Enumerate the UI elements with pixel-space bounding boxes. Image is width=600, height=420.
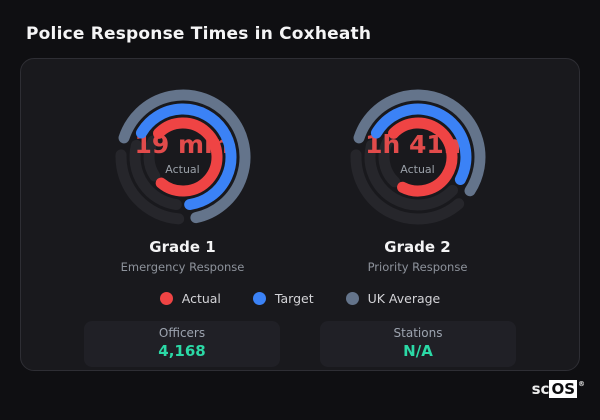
legend-item-uk-average[interactable]: UK Average bbox=[345, 291, 441, 306]
legend-swatch-actual-icon bbox=[159, 292, 173, 305]
stat-label: Stations bbox=[393, 326, 443, 340]
logo-os: OS bbox=[549, 380, 577, 398]
stat-label: Officers bbox=[158, 326, 206, 340]
gauge-chart-grade-2: 1h 41m Actual bbox=[348, 87, 488, 227]
legend-label: Target bbox=[274, 291, 314, 306]
page: Police Response Times in Coxheath 19 min… bbox=[20, 24, 580, 371]
legend-item-actual[interactable]: Actual bbox=[159, 291, 221, 306]
gauge-title: Grade 2 bbox=[384, 238, 451, 256]
legend-label: Actual bbox=[181, 291, 221, 306]
gauge-grade-2: 1h 41m Actual Grade 2 Priority Response bbox=[335, 87, 500, 274]
scos-logo: sc OS ® bbox=[532, 380, 585, 398]
legend-item-target[interactable]: Target bbox=[252, 291, 314, 306]
gauge-subtitle: Priority Response bbox=[367, 260, 468, 274]
gauge-center-label: Actual bbox=[400, 163, 435, 176]
gauge-chart-grade-1: 19 min Actual bbox=[113, 87, 253, 227]
gauge-subtitle: Emergency Response bbox=[120, 260, 245, 274]
registered-mark-icon: ® bbox=[578, 380, 585, 388]
stat-box-stations: Stations N/A bbox=[320, 321, 516, 367]
page-title: Police Response Times in Coxheath bbox=[26, 24, 372, 44]
gauge-center-label: Actual bbox=[165, 163, 200, 176]
gauge-center: 1h 41m Actual bbox=[348, 87, 488, 227]
gauges-row: 19 min Actual Grade 1 Emergency Response… bbox=[21, 59, 579, 274]
legend: Actual Target UK Average bbox=[21, 291, 579, 306]
logo-prefix: sc bbox=[531, 380, 550, 398]
stat-value: 4,168 bbox=[158, 342, 206, 360]
dashboard-card: 19 min Actual Grade 1 Emergency Response… bbox=[20, 58, 580, 371]
gauge-title: Grade 1 bbox=[149, 238, 216, 256]
legend-swatch-target-icon bbox=[252, 292, 266, 305]
stat-value: N/A bbox=[403, 342, 433, 360]
legend-swatch-uk-average-icon bbox=[345, 292, 359, 305]
stats-row: Officers 4,168 Stations N/A bbox=[21, 321, 579, 367]
stat-box-officers: Officers 4,168 bbox=[84, 321, 280, 367]
legend-label: UK Average bbox=[367, 291, 441, 306]
gauge-grade-1: 19 min Actual Grade 1 Emergency Response bbox=[100, 87, 265, 274]
